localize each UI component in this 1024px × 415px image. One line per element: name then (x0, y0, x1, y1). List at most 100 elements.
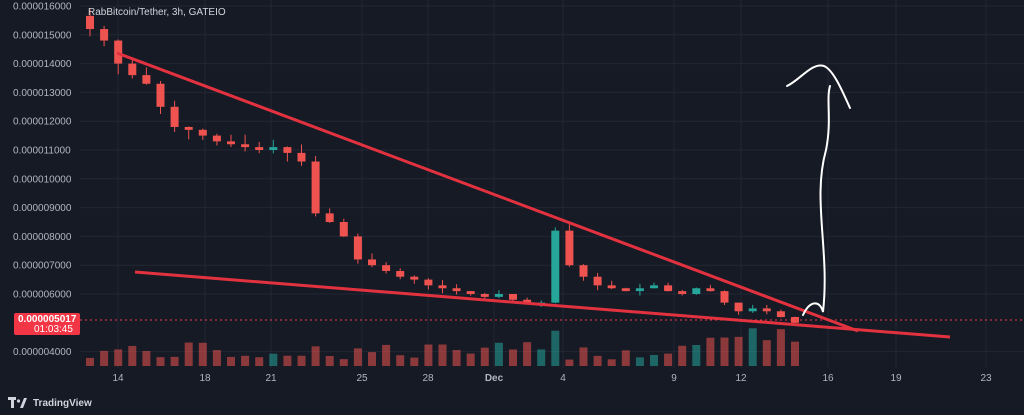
volume-bar (396, 355, 405, 366)
candle-body (509, 294, 517, 300)
volume-bar (776, 329, 785, 366)
candle-body (565, 230, 574, 266)
candle-body (734, 302, 743, 312)
volume-bar (509, 349, 517, 366)
candle-body (579, 265, 588, 277)
time-axis[interactable]: 14 18 21 25 28 Dec 4 9 12 16 19 23 (112, 373, 992, 384)
candle-body (241, 144, 250, 148)
candle-body (776, 311, 785, 318)
candle-body (452, 288, 461, 292)
volume-bar (734, 336, 743, 366)
volume-bar (678, 345, 687, 366)
candle-body (593, 276, 602, 286)
candle-body (762, 308, 771, 312)
candle-body (227, 141, 235, 145)
bar-countdown: 01:03:45 (34, 324, 73, 335)
volume-bar (368, 352, 376, 366)
candle-body (720, 291, 729, 303)
volume-bar (635, 357, 644, 366)
candle-body (480, 294, 489, 297)
volume-bar (255, 357, 264, 366)
volume-bar (198, 342, 207, 366)
volume-bar (382, 344, 391, 366)
candle-body (382, 265, 391, 271)
x-tick-label: 28 (422, 373, 434, 384)
x-tick-label: 18 (199, 373, 211, 384)
tradingview-wordmark: TradingView (33, 397, 92, 409)
volume-bar (241, 355, 250, 366)
candle-body (170, 106, 179, 127)
breakout-arrow-annotation[interactable] (802, 85, 831, 316)
tradingview-branding[interactable]: TradingView (8, 397, 92, 409)
x-tick-label: 12 (735, 373, 747, 384)
volume-bar (86, 357, 94, 366)
volume-bar (339, 359, 348, 366)
y-tick-label: 0.000006000 (13, 290, 72, 301)
volume-bar (664, 353, 673, 366)
candle-body (678, 291, 687, 294)
y-tick-label: 0.000008000 (13, 232, 72, 243)
volume-bar (170, 356, 179, 366)
candle-body (607, 285, 616, 289)
candle-body (339, 222, 348, 237)
x-tick-label: 21 (265, 373, 277, 384)
volume-bar (114, 349, 123, 366)
candle-body (706, 288, 715, 292)
candle-body (128, 63, 137, 76)
lower-support-trendline[interactable] (134, 270, 951, 339)
candle-body (212, 135, 221, 142)
candle-body (198, 129, 207, 136)
volume-bar (579, 347, 588, 366)
candle-body (664, 285, 673, 292)
volume-bar (142, 351, 151, 366)
candle-body (269, 147, 278, 150)
x-tick-label: 16 (822, 373, 834, 384)
volume-bar (537, 349, 546, 366)
candle-body (748, 308, 757, 312)
volume-bar (297, 355, 306, 366)
volume-bar (212, 350, 221, 366)
x-tick-label: 25 (356, 373, 368, 384)
y-tick-label: 0.000004000 (13, 347, 72, 358)
x-tick-label: 4 (560, 373, 566, 384)
x-tick-label: 23 (980, 373, 992, 384)
candle-body (635, 288, 644, 292)
candle-body (523, 299, 532, 303)
symbol-title: RabBitcoin/Tether, 3h, GATEIO (88, 7, 226, 18)
candle-body (283, 147, 292, 153)
candle-body (255, 147, 264, 150)
candle-body (311, 161, 320, 214)
candle-body (368, 259, 376, 266)
candle-body (353, 236, 362, 260)
volume-bar (452, 350, 461, 366)
candle-body (86, 15, 94, 30)
volume-bar (100, 350, 109, 366)
volume-bar (692, 344, 701, 366)
candle-body (325, 213, 334, 222)
y-tick-label: 0.000009000 (13, 203, 72, 214)
volume-bar (269, 353, 278, 366)
descending-upper-trendline[interactable] (116, 51, 859, 333)
peak-annotation[interactable] (786, 64, 851, 109)
y-tick-label: 0.000015000 (13, 30, 72, 41)
last-price-badge: 0.000005017 01:03:45 (14, 313, 80, 335)
volume-bar (325, 355, 334, 366)
y-tick-label: 0.000007000 (13, 261, 72, 272)
chart-drawings (80, 51, 1024, 339)
y-tick-label: 0.000012000 (13, 117, 72, 128)
volume-bar (156, 357, 165, 366)
tradingview-logo-icon (8, 397, 27, 408)
y-tick-label: 0.000016000 (13, 2, 72, 13)
candle-body (424, 279, 433, 286)
volume-bar (480, 347, 489, 366)
volume-bars (86, 328, 799, 366)
candle-body (494, 294, 503, 297)
volume-bar (607, 359, 616, 366)
candle-body (184, 126, 193, 130)
volume-bar (621, 350, 630, 366)
price-axis[interactable]: 0.000016000 0.000015000 0.000014000 0.00001… (13, 2, 72, 359)
candle-body (156, 83, 165, 107)
candle-body (410, 276, 419, 280)
